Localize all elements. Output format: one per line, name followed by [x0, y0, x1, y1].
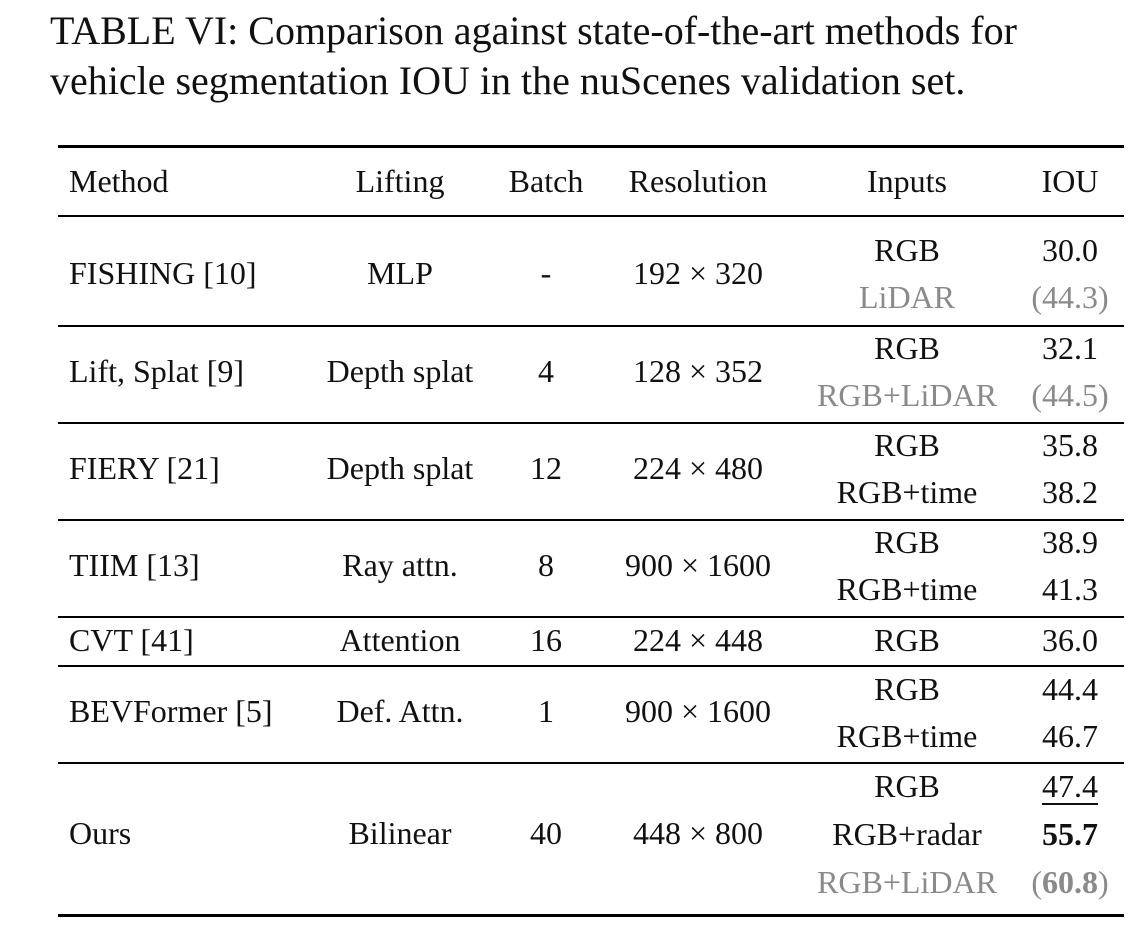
paren-open: ( — [1031, 864, 1042, 900]
row-divider — [58, 422, 1124, 424]
cell-method: FISHING [10] — [69, 255, 257, 291]
cell-iou: 46.7 — [1042, 718, 1098, 754]
cell-input: RGB+LiDAR — [817, 377, 997, 413]
cell-resolution: 448 × 800 — [632, 815, 764, 851]
cell-lifting: Depth splat — [326, 353, 474, 389]
cell-batch: 40 — [530, 815, 562, 851]
row-divider — [58, 616, 1124, 618]
cell-iou-best: 55.7 — [1042, 816, 1098, 852]
cell-lifting: Bilinear — [348, 815, 452, 851]
cell-batch: 4 — [538, 353, 554, 389]
cell-input: RGB — [874, 330, 940, 366]
cell-resolution: 192 × 320 — [632, 255, 764, 291]
cell-batch: - — [540, 255, 552, 291]
cell-iou: 36.0 — [1042, 622, 1098, 658]
cell-input: RGB — [874, 671, 940, 707]
cell-input: RGB — [874, 524, 940, 560]
cell-input: LiDAR — [859, 279, 955, 315]
cell-batch: 12 — [530, 450, 562, 486]
top-rule — [58, 145, 1124, 148]
table-caption: TABLE VI: Comparison against state-of-th… — [50, 6, 1140, 106]
cell-lifting: Depth splat — [326, 450, 474, 486]
cell-input: RGB+radar — [832, 816, 982, 852]
cell-batch: 1 — [538, 693, 554, 729]
cell-method: Ours — [69, 815, 132, 851]
row-divider — [58, 762, 1124, 764]
bottom-rule — [58, 914, 1124, 917]
row-divider — [58, 325, 1124, 327]
cell-input: RGB+time — [836, 718, 978, 754]
cell-input: RGB — [874, 622, 940, 658]
cell-iou: (44.3) — [1031, 279, 1109, 315]
cell-method: TIIM [13] — [69, 547, 200, 583]
caption-line-1: TABLE VI: Comparison against state-of-th… — [50, 8, 1017, 53]
header-inputs: Inputs — [867, 163, 947, 199]
cell-lifting: Def. Attn. — [336, 693, 464, 729]
row-divider — [58, 665, 1124, 667]
cell-iou: 41.3 — [1042, 571, 1098, 607]
cell-iou: 44.4 — [1042, 671, 1098, 707]
cell-iou-lidar: (60.8) — [1031, 862, 1108, 902]
cell-iou-second-best: 47.4 — [1042, 768, 1098, 804]
cell-batch: 16 — [530, 622, 562, 658]
cell-iou: (44.5) — [1031, 377, 1109, 413]
iou-value-bold: 60.8 — [1042, 864, 1098, 900]
caption-line-2: vehicle segmentation IOU in the nuScenes… — [50, 58, 966, 103]
cell-input: RGB+LiDAR — [817, 864, 997, 900]
cell-input: RGB+time — [836, 474, 978, 510]
header-batch: Batch — [508, 163, 584, 199]
cell-resolution: 900 × 1600 — [624, 547, 772, 583]
cell-iou: 35.8 — [1042, 427, 1098, 463]
cell-input: RGB — [874, 427, 940, 463]
row-divider — [58, 519, 1124, 521]
cell-iou: 38.2 — [1042, 474, 1098, 510]
cell-method: Lift, Splat [9] — [69, 353, 245, 389]
header-resolution: Resolution — [628, 163, 768, 199]
cell-iou: 38.9 — [1042, 524, 1098, 560]
cell-method: FIERY [21] — [69, 450, 220, 486]
cell-batch: 8 — [538, 547, 554, 583]
cell-input: RGB+time — [836, 571, 978, 607]
cell-resolution: 224 × 480 — [632, 450, 764, 486]
cell-lifting: Attention — [339, 622, 461, 658]
cell-lifting: MLP — [367, 255, 433, 291]
cell-iou: 30.0 — [1042, 232, 1098, 268]
cell-input: RGB — [874, 768, 940, 804]
cell-input: RGB — [874, 232, 940, 268]
header-rule — [58, 215, 1124, 217]
cell-resolution: 224 × 448 — [632, 622, 764, 658]
paren-close: ) — [1098, 864, 1109, 900]
cell-method: CVT [41] — [69, 622, 194, 658]
cell-resolution: 128 × 352 — [632, 353, 764, 389]
cell-resolution: 900 × 1600 — [624, 693, 772, 729]
cell-lifting: Ray attn. — [342, 547, 458, 583]
header-lifting: Lifting — [355, 163, 445, 199]
cell-iou: 32.1 — [1042, 330, 1098, 366]
header-iou: IOU — [1041, 163, 1099, 199]
cell-method: BEVFormer [5] — [69, 693, 273, 729]
header-method: Method — [69, 163, 169, 199]
